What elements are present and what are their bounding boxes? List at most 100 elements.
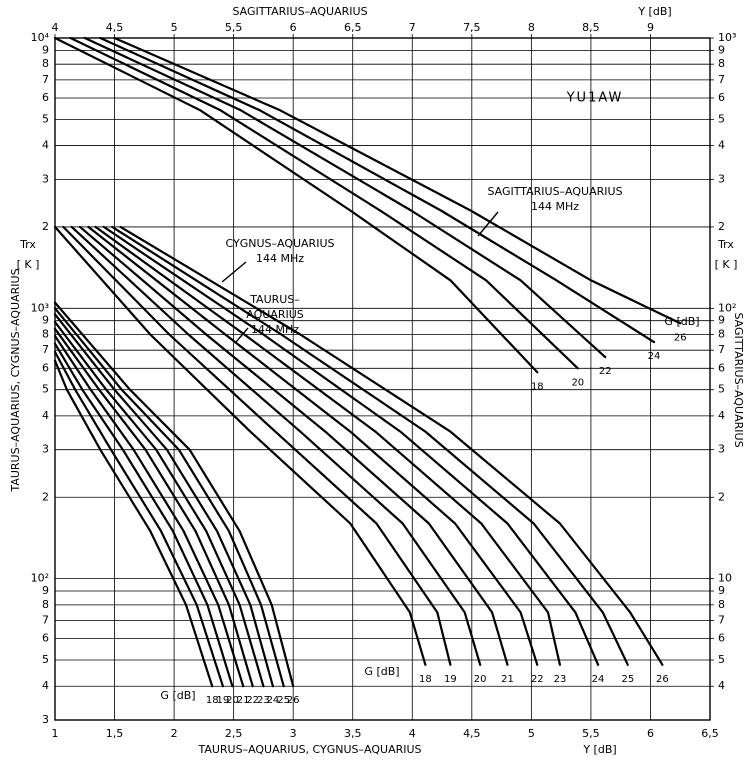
annotation: 144 MHz [531,200,579,213]
annotation: CYGNUS–AQUARIUS [226,237,335,250]
x-tick-label: 5 [528,727,535,740]
x2-tick-label: 6 [290,21,297,34]
curve [119,225,664,666]
x2-tick-label: 7 [409,21,416,34]
curve [53,320,265,688]
g-label: G [dB] [364,665,399,678]
x-tick-label: 6,5 [701,727,719,740]
curve-label: 24 [592,674,605,685]
y-tick-label: 4 [42,679,49,692]
curve [53,313,274,688]
curve [99,36,656,344]
curve [53,307,285,688]
curve [111,225,629,666]
curve-label: 24 [267,695,280,706]
x2-tick-label: 9 [647,21,654,34]
y2-tick-label: 7 [718,73,725,86]
curve [113,36,682,325]
y-tick-label: 5 [42,653,49,666]
g-label: G [dB] [664,315,699,328]
y-tick-label: 8 [42,57,49,70]
right-unit: [ K ] [715,258,738,271]
y-tick-label: 7 [42,73,49,86]
y2-tick-label: 5 [718,653,725,666]
y2-tick-label: 10² [718,301,736,314]
x-tick-label: 2,5 [225,727,243,740]
x-tick-label: 4 [409,727,416,740]
y2-tick-label: 9 [718,43,725,56]
curve [53,350,224,688]
y-tick-label: 6 [42,632,49,645]
curve [83,36,607,359]
curve-label: 25 [621,674,634,685]
y-tick-label: 8 [42,328,49,341]
y2-tick-label: 6 [718,91,725,104]
y2-tick-label: 7 [718,614,725,627]
y2-tick-label: 4 [718,409,725,422]
curve-label: 20 [474,674,487,685]
y-tick-label: 2 [42,220,49,233]
bottom-unit-label: Y [dB] [582,743,616,756]
y2-tick-label: 5 [718,112,725,125]
x2-tick-label: 4,5 [106,21,124,34]
y2-tick-label: 9 [718,314,725,327]
y2-tick-label: 4 [718,139,725,152]
curve-label: 26 [287,695,300,706]
y-tick-label: 5 [42,383,49,396]
y2-tick-label: 2 [718,220,725,233]
curve [53,327,254,688]
curve [70,225,482,666]
curve-label: 22 [599,366,612,377]
y-tick-label: 2 [42,490,49,503]
right-axis-label: SAGITTARIUS–AQUARIUS [732,312,745,447]
y-tick-label: 9 [42,314,49,327]
curve-label: 26 [656,674,669,685]
curve [53,342,234,688]
left-unit: [ K ] [17,258,40,271]
x2-tick-label: 8 [528,21,535,34]
x2-tick-label: 4 [52,21,59,34]
left-quantity: Trx [19,238,36,251]
curve [53,301,295,688]
curve [78,225,509,666]
x2-tick-label: 6,5 [344,21,362,34]
y-tick-label: 4 [42,409,49,422]
curve [87,225,539,666]
g-label: G [dB] [160,689,195,702]
y-tick-label: 10³ [31,301,49,314]
y2-tick-label: 9 [718,584,725,597]
y2-tick-label: 5 [718,383,725,396]
x2-tick-label: 5,5 [225,21,243,34]
curve [53,36,539,374]
x-tick-label: 4,5 [463,727,481,740]
curve [53,225,427,666]
curve [69,36,579,370]
plot-frame [54,37,711,721]
annotation: 144 MHz [256,252,304,265]
x2-tick-label: 5 [171,21,178,34]
x-tick-label: 5,5 [582,727,600,740]
curve-label: 25 [277,695,290,706]
y2-tick-label: 8 [718,598,725,611]
curve [62,225,452,666]
y2-tick-label: 6 [718,361,725,374]
annotation: TAURUS– [249,293,300,306]
curve-label: 18 [206,695,219,706]
top-unit-label: Y [dB] [637,5,671,18]
curve-label: 23 [257,695,270,706]
y-tick-label: 6 [42,361,49,374]
y2-tick-label: 8 [718,57,725,70]
top-axis-label: SAGITTARIUS–AQUARIUS [232,5,367,18]
arrow [235,327,249,343]
y-tick-label: 3 [42,172,49,185]
curve-label: 24 [648,351,661,362]
curve-label: 20 [571,377,584,388]
y2-tick-label: 3 [718,172,725,185]
y-tick-label: 10⁴ [31,31,50,44]
y-tick-label: 3 [42,443,49,456]
y-tick-label: 7 [42,614,49,627]
curve-label: 22 [531,674,544,685]
annotation: SAGITTARIUS–AQUARIUS [487,185,622,198]
y2-tick-label: 3 [718,443,725,456]
